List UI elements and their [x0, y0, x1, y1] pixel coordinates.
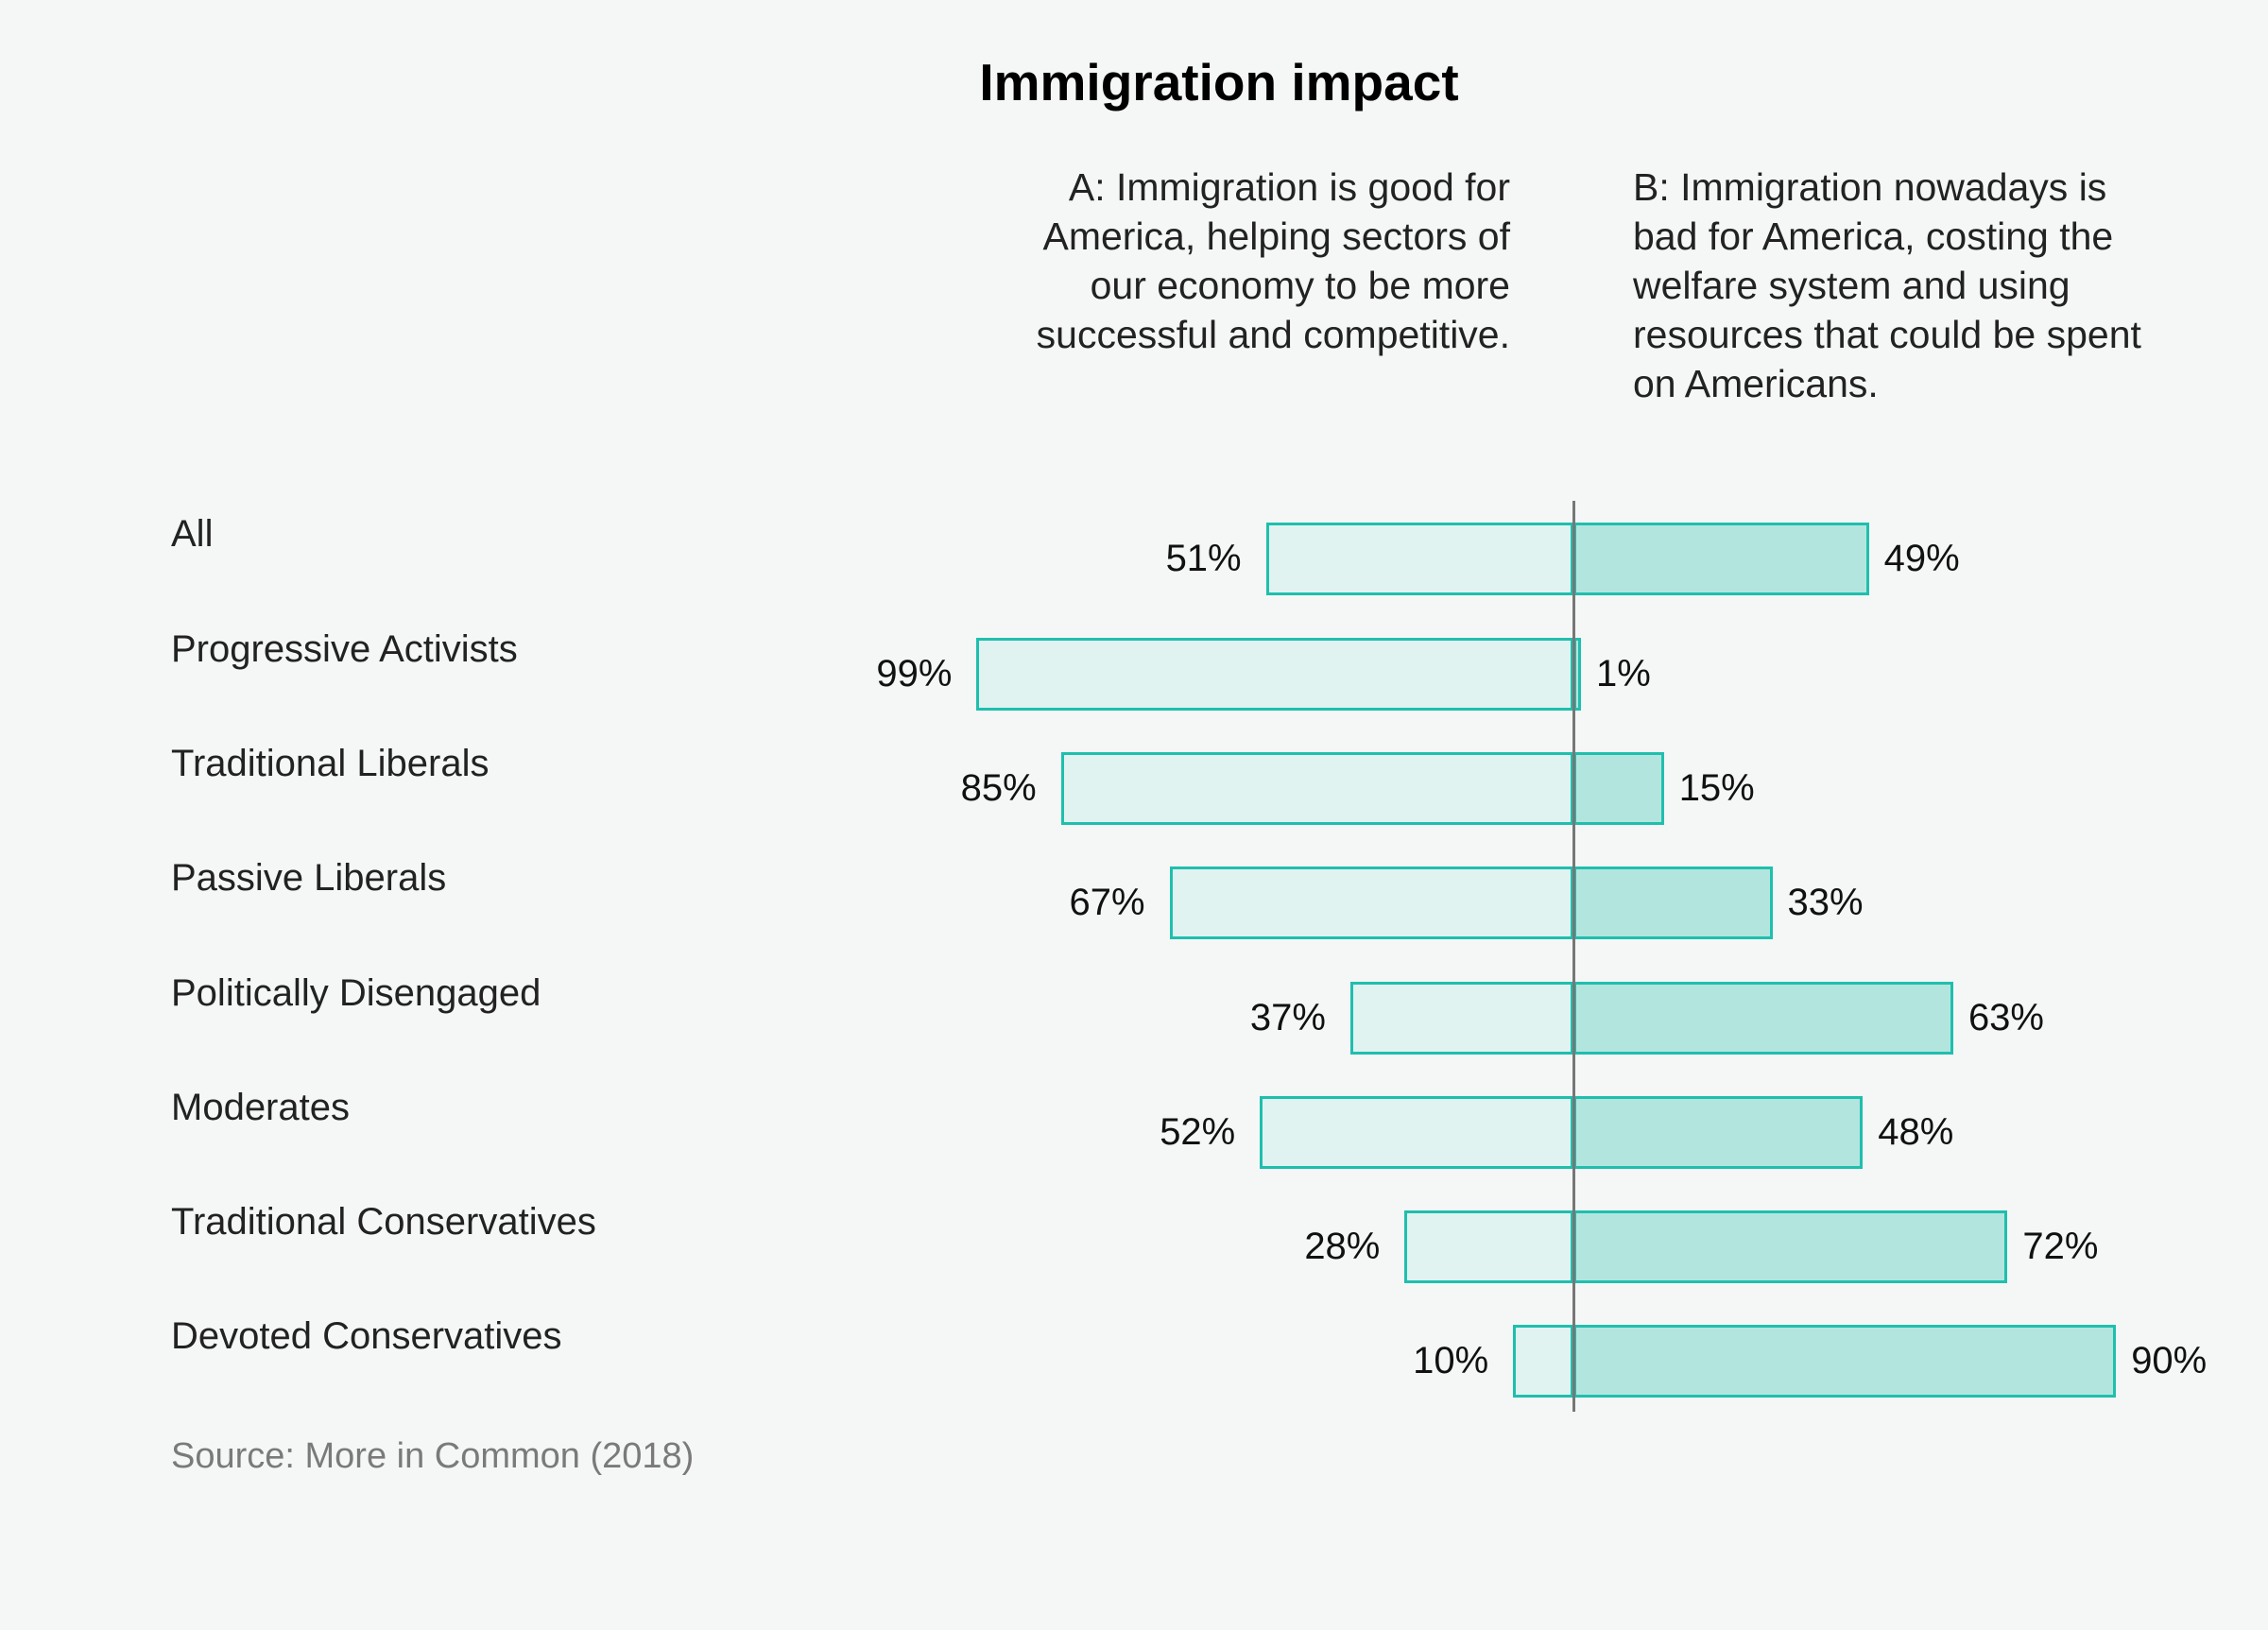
bar-b [1573, 981, 1953, 1055]
data-label-b: 15% [1678, 766, 1755, 809]
data-label-a: 10% [1413, 1339, 1489, 1381]
bar-b [1573, 866, 1773, 939]
bar-a [1169, 866, 1573, 939]
data-label-a: 51% [1165, 537, 1242, 579]
center-axis-line [1572, 501, 1575, 1412]
category-label: Traditional Conservatives [171, 1201, 596, 1243]
bar-a [1265, 522, 1573, 595]
data-label-b: 1% [1596, 652, 1651, 695]
bar-b [1573, 522, 1869, 595]
bar-b [1573, 1210, 2008, 1283]
category-label: Progressive Activists [171, 628, 518, 670]
category-label: Traditional Liberals [171, 743, 490, 784]
bar-a [1260, 1095, 1573, 1169]
data-label-a: 37% [1249, 996, 1326, 1038]
bar-a [1060, 751, 1573, 825]
data-label-a: 67% [1069, 881, 1145, 923]
data-label-a: 85% [960, 766, 1037, 809]
category-label: All [171, 513, 214, 555]
data-label-b: 72% [2022, 1225, 2099, 1267]
category-label: Passive Liberals [171, 857, 447, 899]
data-label-b: 63% [1967, 996, 2044, 1038]
source-note: Source: More in Common (2018) [171, 1436, 695, 1476]
bar-b [1573, 1095, 1864, 1169]
data-label-b: 90% [2131, 1339, 2208, 1381]
data-label-b: 49% [1883, 537, 1960, 579]
bar-b [1573, 751, 1664, 825]
bar-a [1349, 981, 1573, 1055]
data-label-a: 99% [876, 652, 953, 695]
category-label: Devoted Conservatives [171, 1315, 562, 1357]
series-a-header: A: Immigration is good for America, help… [1036, 165, 1510, 356]
bar-a [1404, 1210, 1573, 1283]
series-b-header: B: Immigration nowadays is bad for Ameri… [1633, 165, 2141, 405]
data-label-a: 52% [1160, 1110, 1236, 1153]
bar-b [1573, 1324, 2117, 1398]
chart-title: Immigration impact [979, 53, 1459, 112]
data-label-b: 33% [1787, 881, 1864, 923]
bar-a [1513, 1324, 1573, 1398]
category-label: Politically Disengaged [171, 972, 541, 1014]
data-label-b: 48% [1878, 1110, 1954, 1153]
data-label-a: 28% [1304, 1225, 1381, 1267]
bar-a [976, 637, 1573, 711]
category-label: Moderates [171, 1087, 350, 1128]
